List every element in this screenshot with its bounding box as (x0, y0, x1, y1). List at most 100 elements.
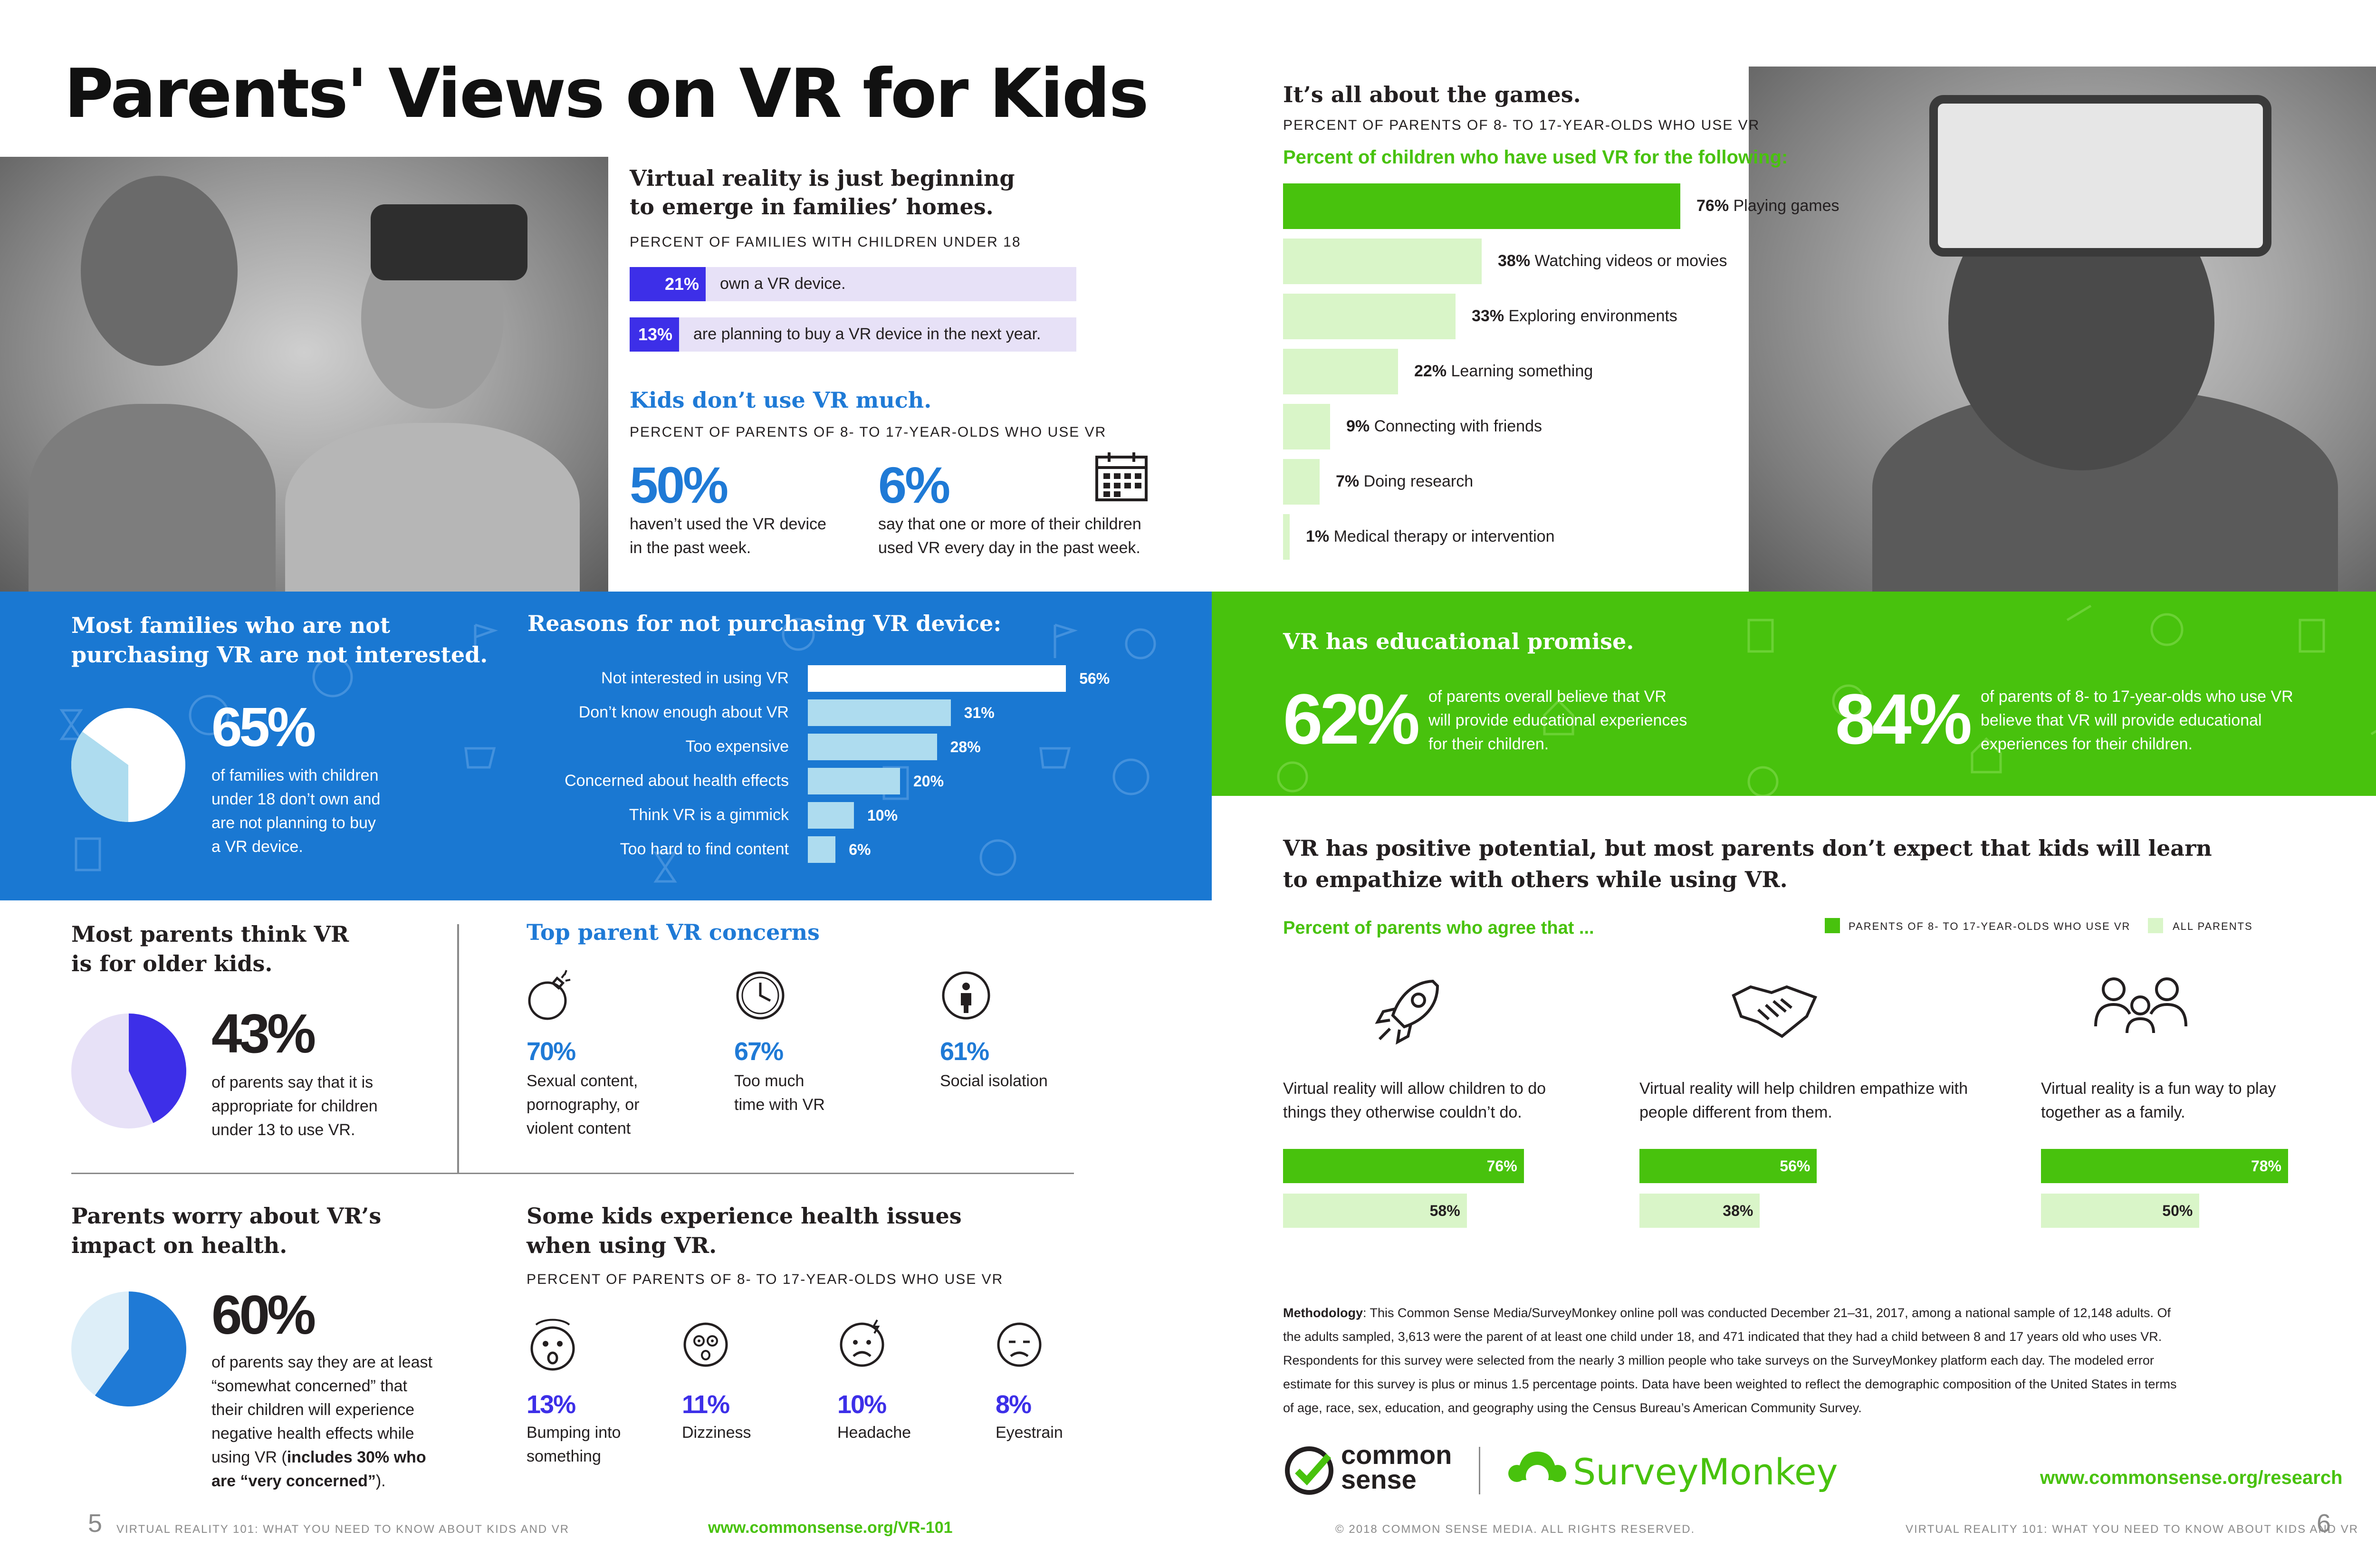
reason-value: 28% (950, 738, 981, 755)
games-bar (1283, 459, 1320, 505)
educational-band: VR has educational promise. 62% of paren… (1212, 592, 2376, 796)
empathy-item2-text: Virtual reality will help children empat… (1639, 1077, 1968, 1124)
family-icon (2094, 977, 2187, 1033)
empathy-item1-all-bar: 58% (1283, 1194, 1467, 1228)
girl-vr-photo (1749, 67, 2376, 592)
concern-sexual-text: Sexual content, pornography, or violent … (527, 1069, 640, 1140)
legend-swatch-vr (1825, 918, 1840, 933)
older-kids-line1: of parents say that it is (211, 1073, 374, 1091)
own-vr-row: 21% own a VR device. (630, 267, 1076, 301)
left-footer-text: VIRTUAL REALITY 101: WHAT YOU NEED TO KN… (116, 1523, 570, 1536)
daily-pct: 6% (878, 456, 950, 514)
commonsense-logo-text[interactable]: common sense (1341, 1440, 1452, 1493)
games-bar-category: Doing research (1359, 472, 1474, 490)
reason-bar (808, 665, 1066, 692)
not-used-text: haven’t used the VR device in the past w… (630, 512, 826, 560)
reason-label: Think VR is a gimmick (629, 806, 789, 824)
games-bar (1283, 514, 1290, 560)
left-page-number: 5 (88, 1509, 103, 1538)
copyright-text: © 2018 COMMON SENSE MEDIA. ALL RIGHTS RE… (1335, 1523, 1696, 1536)
families-subhead: PERCENT OF FAMILIES WITH CHILDREN UNDER … (630, 234, 1021, 250)
methodology-line2: the adults sampled, 3,613 were the paren… (1283, 1329, 2162, 1344)
reason-bar (808, 734, 937, 760)
health-line5-bold: includes 30% who (287, 1448, 426, 1466)
surveymonkey-logo-text[interactable]: SurveyMonkey (1573, 1451, 1838, 1493)
games-bar-category: Learning something (1447, 362, 1593, 380)
right-footer-text: VIRTUAL REALITY 101: WHAT YOU NEED TO KN… (1906, 1523, 2359, 1536)
health-line1: of parents say they are at least (211, 1353, 432, 1371)
empathy-item1-vr-bar: 76% (1283, 1149, 1524, 1183)
bumping-line1: Bumping into (527, 1424, 621, 1442)
empathy-item3-line2: together as a family. (2041, 1103, 2185, 1121)
not-used-line2: in the past week. (630, 539, 751, 557)
tired-face-icon (997, 1322, 1042, 1367)
vr-parents-line1: of parents of 8- to 17-year-olds who use… (1981, 688, 2293, 706)
overall-line1: of parents overall believe that VR (1428, 688, 1667, 706)
families-heading: Virtual reality is just beginning to eme… (630, 164, 1015, 221)
health-heading: Parents worry about VR’s impact on healt… (71, 1201, 381, 1260)
concern-isolation-text: Social isolation (940, 1069, 1048, 1093)
games-bar-category: Playing games (1729, 197, 1839, 215)
concern-sexual-line1: Sexual content, (527, 1072, 638, 1090)
headache-face-icon (840, 1319, 884, 1367)
eyestrain-text: Eyestrain (996, 1421, 1063, 1444)
reason-value: 10% (867, 807, 898, 824)
vr-parents-line3: experiences for their children. (1981, 735, 2193, 753)
research-link-bold: research (2263, 1467, 2343, 1488)
concern-sexual-line3: violent content (527, 1119, 631, 1138)
legend-swatch-all (2148, 918, 2163, 933)
empathy-item3-vr-bar: 78% (2041, 1149, 2288, 1183)
empathy-item3-text: Virtual reality is a fun way to play tog… (2041, 1077, 2276, 1124)
vr101-link[interactable]: www.commonsense.org/VR-101 (708, 1519, 953, 1537)
reason-bar (808, 802, 854, 829)
health-issues-subhead: PERCENT OF PARENTS OF 8- TO 17-YEAR-OLDS… (527, 1272, 1004, 1287)
horizontal-divider (71, 1173, 1074, 1174)
empathy-item2-line2: people different from them. (1639, 1103, 1832, 1121)
games-bar-category: Medical therapy or intervention (1329, 527, 1555, 545)
dizzy-face-icon (530, 1319, 575, 1371)
empathy-item1-line2: things they otherwise couldn’t do. (1283, 1103, 1522, 1121)
reason-value: 31% (964, 704, 995, 721)
dizziness-text: Dizziness (682, 1421, 751, 1444)
headache-text: Headache (837, 1421, 911, 1444)
bumping-line2: something (527, 1447, 601, 1465)
games-bar (1283, 183, 1680, 229)
vr-parents-pct: 84% (1835, 679, 1972, 759)
not-interested-heading-line1: Most families who are not (71, 612, 391, 638)
games-bar-label: 33% Exploring environments (1472, 307, 1677, 325)
daily-line1: say that one or more of their children (878, 515, 1141, 533)
not-used-line1: haven’t used the VR device (630, 515, 826, 533)
eyestrain-line1: Eyestrain (996, 1424, 1063, 1442)
reason-label: Too expensive (685, 737, 789, 755)
concern-sexual-line2: pornography, or (527, 1096, 640, 1114)
plan-buy-row: 13% are planning to buy a VR device in t… (630, 317, 1076, 352)
games-bar-value: 7% (1336, 472, 1360, 490)
reason-bar (808, 768, 900, 794)
legend-label-all: ALL PARENTS (2173, 920, 2253, 932)
reason-label: Not interested in using VR (601, 669, 789, 687)
research-link[interactable]: www.commonsense.org/research (2040, 1467, 2343, 1489)
games-bar-value: 33% (1472, 307, 1504, 325)
health-text: of parents say they are at least “somewh… (211, 1350, 432, 1493)
concern-sexual-pct: 70% (527, 1037, 576, 1066)
dizziness-pct: 11% (682, 1390, 730, 1419)
older-kids-text: of parents say that it is appropriate fo… (211, 1071, 378, 1142)
older-kids-heading-line1: Most parents think VR (71, 921, 349, 947)
kids-use-heading: Kids don’t use VR much. (630, 387, 932, 413)
games-chart-title: Percent of children who have used VR for… (1283, 147, 1788, 168)
reason-label: Don’t know enough about VR (578, 703, 789, 721)
health-line3: their children will experience (211, 1401, 415, 1419)
concerns-heading: Top parent VR concerns (527, 919, 820, 945)
empathy-item1-text: Virtual reality will allow children to d… (1283, 1077, 1546, 1124)
not-used-pct: 50% (630, 456, 728, 514)
concern-isolation-pct: 61% (940, 1037, 989, 1066)
educational-heading: VR has educational promise. (1283, 629, 1634, 654)
person-icon (942, 971, 990, 1020)
health-line6-suffix: ). (375, 1472, 386, 1490)
commonsense-line1: common (1341, 1440, 1452, 1470)
games-bar-label: 9% Connecting with friends (1346, 417, 1542, 436)
own-vr-text: own a VR device. (720, 275, 846, 293)
games-bar-label: 76% Playing games (1696, 197, 1839, 215)
kids-use-subhead: PERCENT OF PARENTS OF 8- TO 17-YEAR-OLDS… (630, 424, 1107, 440)
games-bar-value: 1% (1306, 527, 1330, 545)
